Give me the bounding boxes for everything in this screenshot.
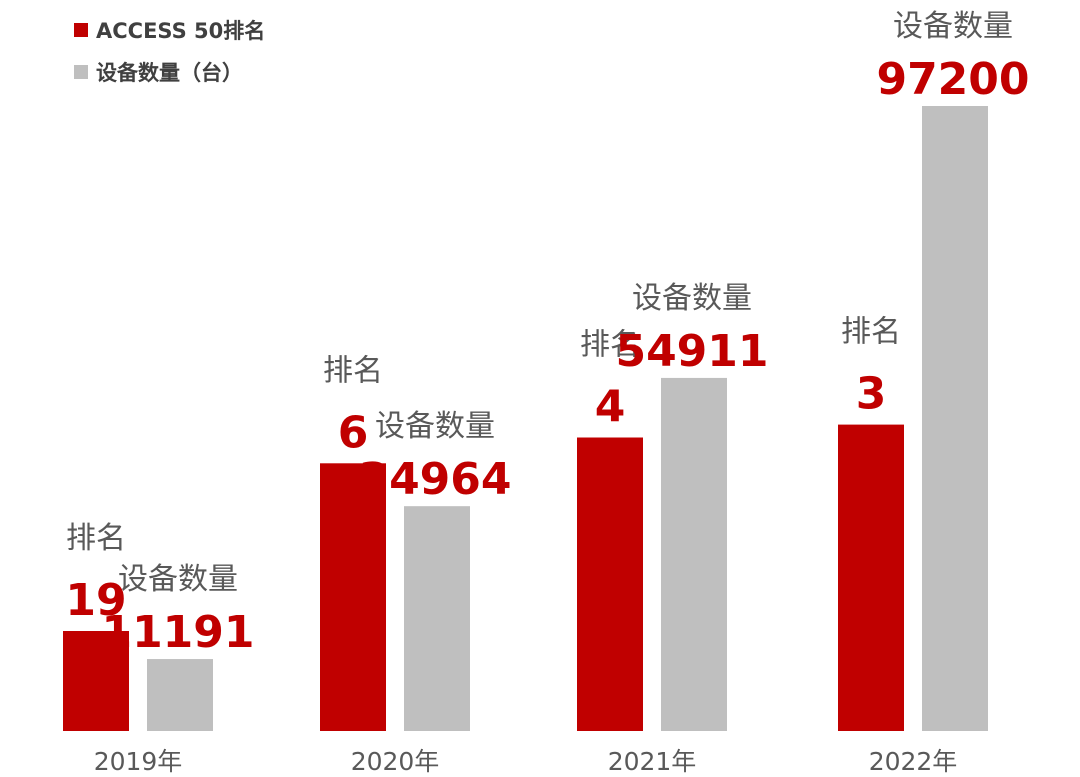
rank-caption: 排名 [841,315,901,350]
bar-rank-2022年 [838,424,904,731]
legend-label-device: 设备数量（台） [96,61,243,85]
rank-caption: 排名 [580,328,640,363]
rank-caption: 排名 [323,353,383,388]
rank-caption: 排名 [66,521,126,556]
x-tick-label: 2022年 [869,747,958,776]
device-value-label: 97200 [876,54,1029,105]
rank-value-label: 3 [856,369,887,420]
device-value-label: 54911 [615,326,768,377]
device-value-label: 11191 [101,607,254,658]
device-caption: 设备数量 [375,409,495,444]
legend-label-rank: ACCESS 50排名 [96,19,266,43]
x-tick-label: 2021年 [608,747,697,776]
rank-value-label: 4 [595,382,626,433]
legend-item-device: 设备数量（台） [74,54,265,90]
bar-rank-2021年 [577,437,643,731]
legend-item-rank: ACCESS 50排名 [74,12,265,48]
device-caption: 设备数量 [118,562,238,597]
bar-device-2019年 [147,659,213,731]
bar-device-2021年 [661,377,727,731]
bar-device-2022年 [922,106,988,731]
bar-rank-2020年 [320,463,386,731]
device-caption: 设备数量 [893,9,1013,44]
x-tick-label: 2020年 [351,747,440,776]
bar-device-2020年 [404,506,470,731]
device-caption: 设备数量 [632,281,752,316]
device-value-label: 34964 [358,454,511,505]
legend: ACCESS 50排名 设备数量（台） [74,12,265,96]
rank-value-label: 6 [338,407,369,458]
legend-swatch-rank [74,23,88,37]
x-tick-label: 2019年 [94,747,183,776]
legend-swatch-device [74,65,88,79]
rank-value-label: 19 [65,575,126,626]
bar-rank-2019年 [63,631,129,731]
